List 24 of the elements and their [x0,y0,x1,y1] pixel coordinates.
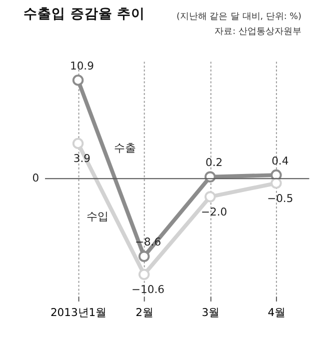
point [138,250,150,262]
point [138,268,150,280]
data-label: −10.6 [132,283,165,296]
data-label: 0.4 [272,154,289,168]
data-label: 10.9 [70,59,94,72]
point [72,74,84,86]
x-tick-label: 3월 [202,306,220,320]
ref-line-label: 0 [32,172,40,185]
chart-title: 수출입 증감율 추이 [23,6,146,22]
data-label: 3.9 [73,152,91,166]
series-label: 수입 [86,210,109,223]
data-label: −0.5 [267,192,294,205]
data-label: −2.0 [201,205,228,218]
text: 자료: 산업통상자원부 [214,26,302,37]
point [270,178,282,189]
series-label: 수출 [114,142,136,155]
point [204,191,216,202]
data-label: −8.6 [134,236,162,249]
x-tick-label: 2013년1월 [50,306,107,320]
data-label: 0.2 [206,156,223,170]
x-tick-label: 4월 [268,306,286,320]
x-tick-label: 2월 [136,306,154,320]
text: (지난해 같은 달 대비, 단위: %) [176,12,302,22]
point [72,138,84,150]
